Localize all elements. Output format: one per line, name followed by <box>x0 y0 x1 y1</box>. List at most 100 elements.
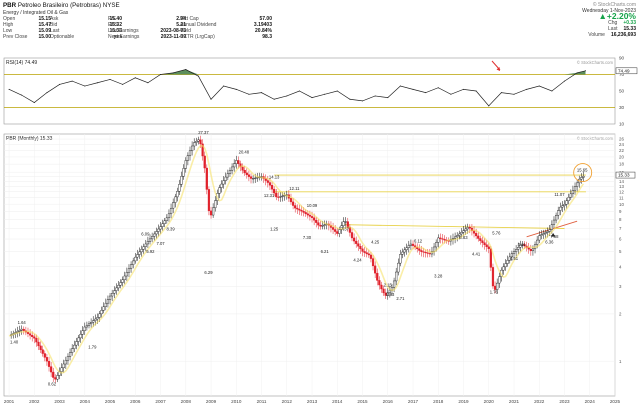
candle-body <box>552 219 556 225</box>
rsi-point <box>21 94 23 96</box>
stat-key: Prev Close <box>3 34 28 40</box>
rsi-point <box>273 98 275 100</box>
stat-key: Chg <box>608 20 618 26</box>
stat-value: yes <box>113 34 122 40</box>
candle-body <box>199 139 202 145</box>
candle-body <box>573 186 577 191</box>
stat-row: Low 15.09 <box>3 28 51 34</box>
candle-body <box>308 214 312 217</box>
candle-body <box>580 177 583 180</box>
candle-body <box>144 243 147 247</box>
rsi-current-tag <box>615 67 638 75</box>
header-panel: PBR Petroleo Brasileiro (Petrobras) NYSE… <box>0 0 640 58</box>
rsi-point <box>185 69 187 71</box>
y-tick-label: 3 <box>619 284 622 289</box>
stat-key: P/E <box>108 16 117 22</box>
rsi-tick-label: 10 <box>619 122 625 127</box>
rsi-point <box>197 75 199 77</box>
candle-body <box>477 235 480 239</box>
price-annotation: 1.25 <box>270 226 279 231</box>
price-annotation: 0.62 <box>48 381 57 386</box>
candle-body <box>557 210 560 216</box>
candle-body <box>401 251 404 255</box>
price-annotation: 6.36 <box>545 240 554 245</box>
stat-value: 2023-08-03 <box>160 28 186 34</box>
stat-value: 20.84% <box>255 28 272 34</box>
candle-body <box>157 228 160 232</box>
candle-body <box>481 240 484 243</box>
candle-body <box>92 320 95 323</box>
candle-body <box>83 326 86 331</box>
rsi-tick-label: 90 <box>619 56 625 61</box>
rsi-point <box>147 82 149 84</box>
candle-body <box>544 232 547 234</box>
candle-body <box>77 337 80 342</box>
rsi-label: RSI(14) 74.49 <box>6 60 37 66</box>
stat-key: Last Earnings <box>108 28 139 34</box>
candle-body <box>252 178 255 180</box>
x-tick-label: 2015 <box>357 399 368 404</box>
candle-body <box>90 322 93 325</box>
rsi-point <box>425 92 427 94</box>
candle-body <box>378 280 381 286</box>
candle-body <box>159 226 162 230</box>
candle-body <box>193 142 196 147</box>
candle-body <box>100 310 103 315</box>
candle-body <box>275 192 278 198</box>
candle-body <box>493 285 497 290</box>
rsi-point <box>109 78 111 80</box>
candle-body <box>87 323 91 326</box>
price-annotation: 7.30 <box>303 235 312 240</box>
stat-key: Ask <box>50 16 59 22</box>
y-tick-label: 9 <box>619 209 622 214</box>
candle-body <box>336 231 339 234</box>
rsi-point <box>374 95 376 97</box>
candle-body <box>249 176 253 179</box>
candle-body <box>207 189 211 212</box>
rsi-point <box>235 88 237 90</box>
x-tick-label: 2019 <box>458 399 469 404</box>
candle-body <box>228 169 232 174</box>
stat-key: SCTR (LrgCap) <box>180 34 215 40</box>
candle-body <box>334 229 337 232</box>
candle-body <box>96 317 99 320</box>
candle-body <box>243 169 246 174</box>
stat-row: P/E 2.94 <box>108 16 186 22</box>
price-annotation: 10.09 <box>307 203 318 208</box>
candle-body <box>123 275 126 280</box>
stat-value: 5.21 <box>176 22 186 28</box>
candle-body <box>176 191 179 198</box>
candle-body <box>41 349 44 354</box>
price-annotation: 2.15 <box>384 282 393 287</box>
price-current-tag <box>615 171 636 179</box>
candle-body <box>119 282 122 286</box>
stat-row: Bid 15.32 <box>50 22 122 28</box>
stat-value: 16,236,693 <box>610 32 636 38</box>
stat-key: Open <box>3 16 16 22</box>
candle-body <box>342 221 345 226</box>
candle-body <box>542 233 545 235</box>
rsi-point <box>59 83 61 85</box>
candle-body <box>506 260 509 264</box>
x-tick-label: 2013 <box>307 399 318 404</box>
candle-body <box>132 260 135 265</box>
candle-body <box>291 201 295 206</box>
stat-key: Next Earnings <box>108 34 140 40</box>
candle-body <box>165 217 168 221</box>
stat-row: SCTR (LrgCap) 98.3 <box>180 34 272 40</box>
stat-row: Ask 15.40 <box>50 16 122 22</box>
candle-body <box>411 243 415 246</box>
x-tick-label: 2025 <box>610 399 621 404</box>
stat-row: Annual Dividend 3.19403 <box>180 22 272 28</box>
candle-body <box>498 276 501 284</box>
candle-body <box>563 203 566 206</box>
candle-body <box>218 187 221 194</box>
candle-body <box>458 233 461 236</box>
y-tick-label: 6 <box>619 237 622 242</box>
candle-body <box>28 333 32 336</box>
candle-body <box>529 248 532 252</box>
y-tick-label: 18 <box>619 162 624 167</box>
candle-body <box>361 248 364 252</box>
candle-body <box>277 196 280 198</box>
candle-body <box>270 185 274 190</box>
